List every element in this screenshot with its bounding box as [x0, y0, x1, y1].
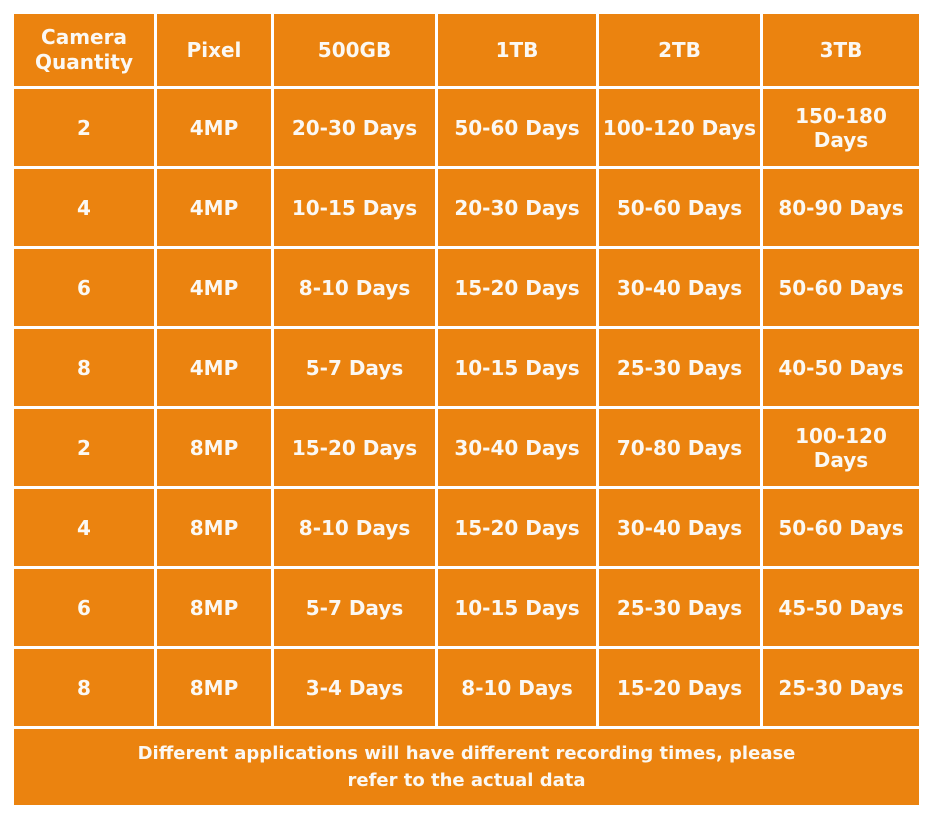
table-cell: 50-60 Days — [763, 249, 919, 326]
table-cell: 4MP — [157, 249, 271, 326]
table-row: 2 4MP 20-30 Days 50-60 Days 100-120 Days 150-… — [14, 89, 919, 166]
table-row: 6 8MP 5-7 Days 10-15 Days 25-30 Days 45-50 Da… — [14, 569, 919, 646]
table-row: 6 4MP 8-10 Days 15-20 Days 30-40 Days 50-60 D… — [14, 249, 919, 326]
table-cell: 150-180 Days — [763, 89, 919, 166]
table-cell: 15-20 Days — [599, 649, 760, 726]
table-cell: 8-10 Days — [274, 489, 435, 566]
table-cell: 10-15 Days — [438, 329, 596, 406]
table-cell: 8MP — [157, 489, 271, 566]
table-cell: 25-30 Days — [599, 329, 760, 406]
table-cell: 25-30 Days — [763, 649, 919, 726]
table-cell: 10-15 Days — [274, 169, 435, 246]
table-cell: 8 — [14, 649, 154, 726]
table-cell: 5-7 Days — [274, 569, 435, 646]
footer-row: Different applications will have differe… — [14, 729, 919, 805]
table-cell: 30-40 Days — [599, 249, 760, 326]
table-cell: 40-50 Days — [763, 329, 919, 406]
table-cell: 70-80 Days — [599, 409, 760, 486]
table-row: 4 8MP 8-10 Days 15-20 Days 30-40 Days 50-60 D… — [14, 489, 919, 566]
table-row: 8 8MP 3-4 Days 8-10 Days 15-20 Days 25-30 Day… — [14, 649, 919, 726]
table-cell: 4MP — [157, 89, 271, 166]
table-cell: 45-50 Days — [763, 569, 919, 646]
table-cell: 15-20 Days — [438, 249, 596, 326]
table-cell: 8-10 Days — [438, 649, 596, 726]
table-cell: 8 — [14, 329, 154, 406]
table-cell: 30-40 Days — [599, 489, 760, 566]
table-row: 8 4MP 5-7 Days 10-15 Days 25-30 Days 40-50 Da… — [14, 329, 919, 406]
table-cell: 8MP — [157, 649, 271, 726]
table-cell: 100-120 Days — [599, 89, 760, 166]
table-row: 4 4MP 10-15 Days 20-30 Days 50-60 Days 80-90 … — [14, 169, 919, 246]
table-cell: 3-4 Days — [274, 649, 435, 726]
table-cell: 6 — [14, 569, 154, 646]
table-cell: 15-20 Days — [438, 489, 596, 566]
table-cell: 2 — [14, 89, 154, 166]
table-cell: 30-40 Days — [438, 409, 596, 486]
column-header-2tb: 2TB — [599, 14, 760, 86]
footer-note-line2: refer to the actual data — [347, 770, 586, 791]
table-cell: 5-7 Days — [274, 329, 435, 406]
table-cell: 8MP — [157, 409, 271, 486]
table-cell: 50-60 Days — [599, 169, 760, 246]
table-cell: 8-10 Days — [274, 249, 435, 326]
table-cell: 10-15 Days — [438, 569, 596, 646]
table-row: 2 8MP 15-20 Days 30-40 Days 70-80 Days 100-12… — [14, 409, 919, 486]
column-header-pixel: Pixel — [157, 14, 271, 86]
table-cell: 8MP — [157, 569, 271, 646]
footer-note: Different applications will have differe… — [14, 729, 919, 805]
table-cell: 20-30 Days — [438, 169, 596, 246]
table-cell: 100-120 Days — [763, 409, 919, 486]
table-cell: 4MP — [157, 169, 271, 246]
column-header-camera-quantity: Camera Quantity — [14, 14, 154, 86]
column-header-3tb: 3TB — [763, 14, 919, 86]
table-cell: 4 — [14, 169, 154, 246]
table-cell: 25-30 Days — [599, 569, 760, 646]
table-cell: 2 — [14, 409, 154, 486]
recording-time-table: Camera Quantity Pixel 500GB 1TB 2TB 3TB 2 4MP 2… — [11, 11, 922, 808]
table-cell: 80-90 Days — [763, 169, 919, 246]
table-cell: 50-60 Days — [763, 489, 919, 566]
footer-note-line1: Different applications will have differe… — [137, 743, 796, 764]
table-cell: 4MP — [157, 329, 271, 406]
column-header-500gb: 500GB — [274, 14, 435, 86]
table-cell: 4 — [14, 489, 154, 566]
table-cell: 15-20 Days — [274, 409, 435, 486]
column-header-1tb: 1TB — [438, 14, 596, 86]
table-cell: 20-30 Days — [274, 89, 435, 166]
table-cell: 6 — [14, 249, 154, 326]
header-row: Camera Quantity Pixel 500GB 1TB 2TB 3TB — [14, 14, 919, 86]
table-cell: 50-60 Days — [438, 89, 596, 166]
